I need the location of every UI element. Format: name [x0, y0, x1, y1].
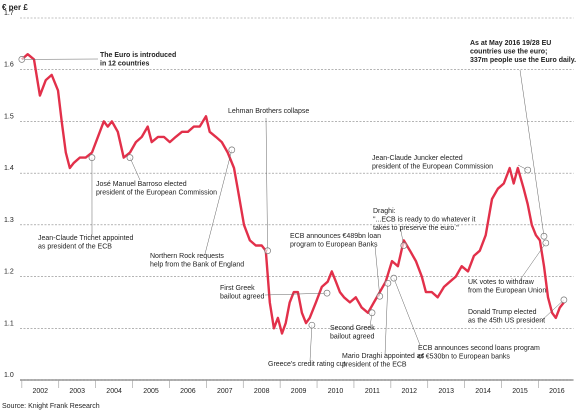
annotation-line: program to European Banks: [290, 242, 378, 249]
x-tick-label: 2012: [402, 388, 418, 395]
annotation-marker: [541, 233, 547, 239]
y-tick-label: 1.3: [4, 217, 14, 224]
annotation-line: Greece's credit rating cut: [268, 361, 346, 368]
annotation: As at May 2016 19/28 EU countries use the…: [470, 40, 576, 64]
annotation: Second Greek bailout agreed: [330, 325, 375, 341]
y-tick-label: 1.7: [4, 10, 14, 17]
x-tick-label: 2016: [549, 388, 565, 395]
annotation-marker: [127, 155, 133, 161]
annotation-marker: [543, 240, 549, 246]
y-tick-label: 1.6: [4, 62, 14, 69]
annotation-line: José Manuel Barroso elected: [96, 181, 187, 188]
annotation-marker: [265, 248, 271, 254]
leader-line: [375, 246, 380, 296]
leader-line: [266, 118, 268, 251]
x-tick-label: 2011: [365, 388, 380, 395]
leader-line: [520, 70, 544, 236]
y-tick-label: 1.4: [4, 165, 14, 172]
annotation-line: Draghi:: [373, 208, 396, 215]
annotation: Lehman Brothers collapse: [228, 108, 309, 115]
x-tick-label: 2010: [328, 388, 344, 395]
annotation: Northern Rock requests help from the Bank…: [150, 253, 244, 269]
annotation-line: UK votes to withdraw: [468, 279, 535, 286]
annotation-marker: [385, 280, 391, 286]
annotation-line: from the European Union: [468, 288, 546, 295]
x-tick-label: 2015: [512, 388, 528, 395]
annotation: Donald Trump elected as the 45th US presi…: [468, 309, 545, 325]
y-tick-label: 1.1: [4, 320, 14, 327]
annotation-marker: [89, 155, 95, 161]
annotation-marker: [229, 147, 235, 153]
y-tick-label: 1.0: [4, 372, 14, 379]
annotation: First Greek bailout agreed: [220, 285, 264, 301]
annotation-line: ECB announces second loans program: [418, 345, 540, 352]
annotation-line: help from the Bank of England: [150, 262, 244, 269]
annotation-line: takes to preserve the euro.": [373, 225, 459, 232]
annotation-marker: [377, 293, 383, 299]
leader-line: [205, 150, 232, 254]
x-tick-label: 2006: [180, 388, 196, 395]
annotation-line: as the 45th US president: [468, 318, 545, 325]
leader-line: [130, 158, 140, 180]
annotation-line: Donald Trump elected: [468, 309, 537, 316]
annotation-line: as president of the ECB: [38, 244, 112, 251]
annotation: UK votes to withdraw from the European Un…: [468, 279, 546, 295]
annotation-line: "...ECB is ready to do whatever it: [373, 217, 476, 224]
annotation: Mario Draghi appointed as president of th…: [342, 353, 425, 369]
x-tick-label: 2014: [475, 388, 491, 395]
annotation-marker: [401, 243, 407, 249]
annotation: Jean-Claude Juncker elected president of …: [372, 155, 493, 171]
annotation-line: 337m people use the Euro daily.: [470, 57, 576, 64]
annotation-line: in 12 countries: [100, 61, 150, 68]
annotation-line: First Greek: [220, 285, 255, 292]
annotation-marker: [561, 297, 567, 303]
annotation: Jean-Claude Trichet appointed as presiden…: [38, 235, 133, 251]
annotation-line: Jean-Claude Juncker elected: [372, 155, 463, 162]
x-tick-label: 2004: [106, 388, 122, 395]
annotation-line: ECB announces €489bn loan: [290, 233, 381, 240]
annotation: ECB announces second loans program of €53…: [418, 345, 540, 361]
annotation-marker: [309, 322, 315, 328]
x-tick-label: 2007: [217, 388, 233, 395]
annotation-line: Mario Draghi appointed as: [342, 353, 425, 360]
x-tick-label: 2003: [69, 388, 85, 395]
source: Source: Knight Frank Research: [2, 403, 100, 410]
annotation-line: bailout agreed: [330, 334, 374, 341]
annotation: José Manuel Barroso elected president of …: [96, 181, 217, 197]
annotation: Draghi: "...ECB is ready to do whatever i…: [373, 208, 476, 232]
annotation: ECB announces €489bn loan program to Euro…: [290, 233, 381, 249]
annotation-marker: [525, 167, 531, 173]
leader-line: [394, 278, 420, 345]
annotation-marker: [391, 275, 397, 281]
annotation-marker: [324, 290, 330, 296]
x-tick-label: 2002: [33, 388, 49, 395]
x-tick-label: 2005: [143, 388, 159, 395]
annotation: Greece's credit rating cut: [268, 361, 346, 368]
annotation-line: president of the ECB: [342, 362, 407, 369]
annotation-line: Northern Rock requests: [150, 253, 224, 260]
annotation-line: of €530bn to European banks: [418, 354, 510, 361]
x-tick-label: 2008: [254, 388, 270, 395]
y-tick-label: 1.2: [4, 269, 14, 276]
annotation-line: Jean-Claude Trichet appointed: [38, 235, 133, 242]
leader-line: [310, 325, 312, 361]
annotation-line: bailout agreed: [220, 294, 264, 301]
annotation-marker: [369, 310, 375, 316]
annotation-line: Second Greek: [330, 325, 375, 332]
leader-line: [520, 243, 546, 280]
annotation-line: Lehman Brothers collapse: [228, 108, 309, 115]
annotation-line: countries use the euro;: [470, 49, 547, 56]
y-tick-label: 1.5: [4, 113, 14, 120]
annotation: The Euro is introduced in 12 countries: [100, 52, 176, 68]
annotation-line: president of the European Commission: [96, 190, 217, 197]
annotation-line: president of the European Commission: [372, 164, 493, 171]
annotation-line: As at May 2016 19/28 EU: [470, 40, 551, 47]
annotation-line: The Euro is introduced: [100, 52, 176, 59]
x-tick-label: 2013: [438, 388, 454, 395]
leader-line: [385, 283, 388, 355]
annotation-marker: [19, 56, 25, 62]
x-tick-label: 2009: [291, 388, 307, 395]
